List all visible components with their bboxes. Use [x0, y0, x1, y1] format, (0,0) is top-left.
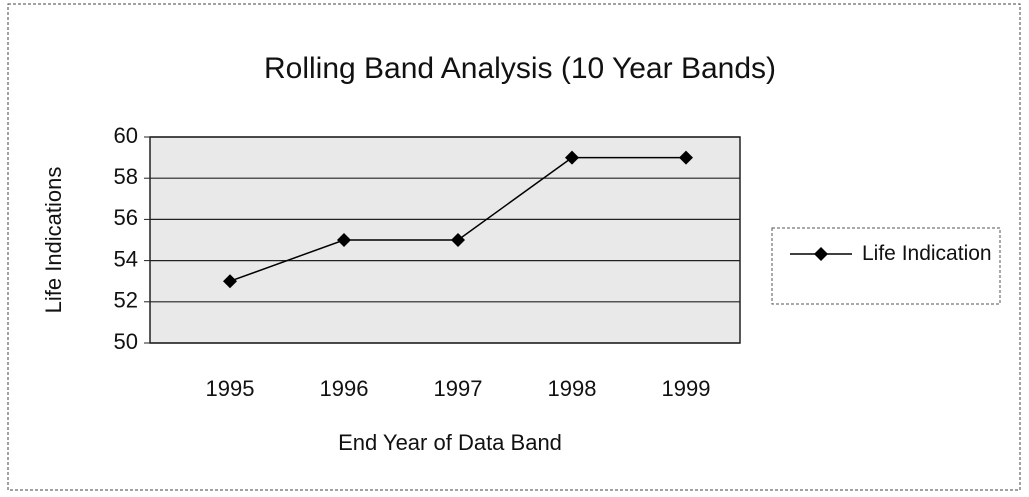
x-tick-label: 1997: [434, 376, 483, 401]
y-tick-label: 54: [114, 246, 138, 271]
y-tick-label: 58: [114, 164, 138, 189]
x-tick-label: 1996: [320, 376, 369, 401]
y-tick-label: 50: [114, 329, 138, 354]
data-point: [337, 233, 351, 247]
data-point: [679, 150, 693, 165]
legend-box: [771, 227, 1001, 305]
y-tick-label: 52: [114, 288, 138, 313]
x-tick-label: 1995: [206, 376, 255, 401]
data-point: [565, 150, 579, 165]
x-axis-label: End Year of Data Band: [338, 430, 562, 455]
y-axis-label: Life Indications: [41, 167, 66, 314]
legend-label: Life Indication: [862, 242, 992, 265]
data-point: [223, 274, 237, 289]
chart-title: Rolling Band Analysis (10 Year Bands): [264, 52, 776, 85]
data-point: [451, 233, 465, 247]
y-tick-label: 60: [114, 123, 138, 148]
x-tick-label: 1999: [662, 376, 711, 401]
y-tick-label: 56: [114, 205, 138, 230]
x-tick-label: 1998: [548, 376, 597, 401]
chart-border: [7, 3, 1021, 491]
legend-marker: [814, 247, 828, 261]
